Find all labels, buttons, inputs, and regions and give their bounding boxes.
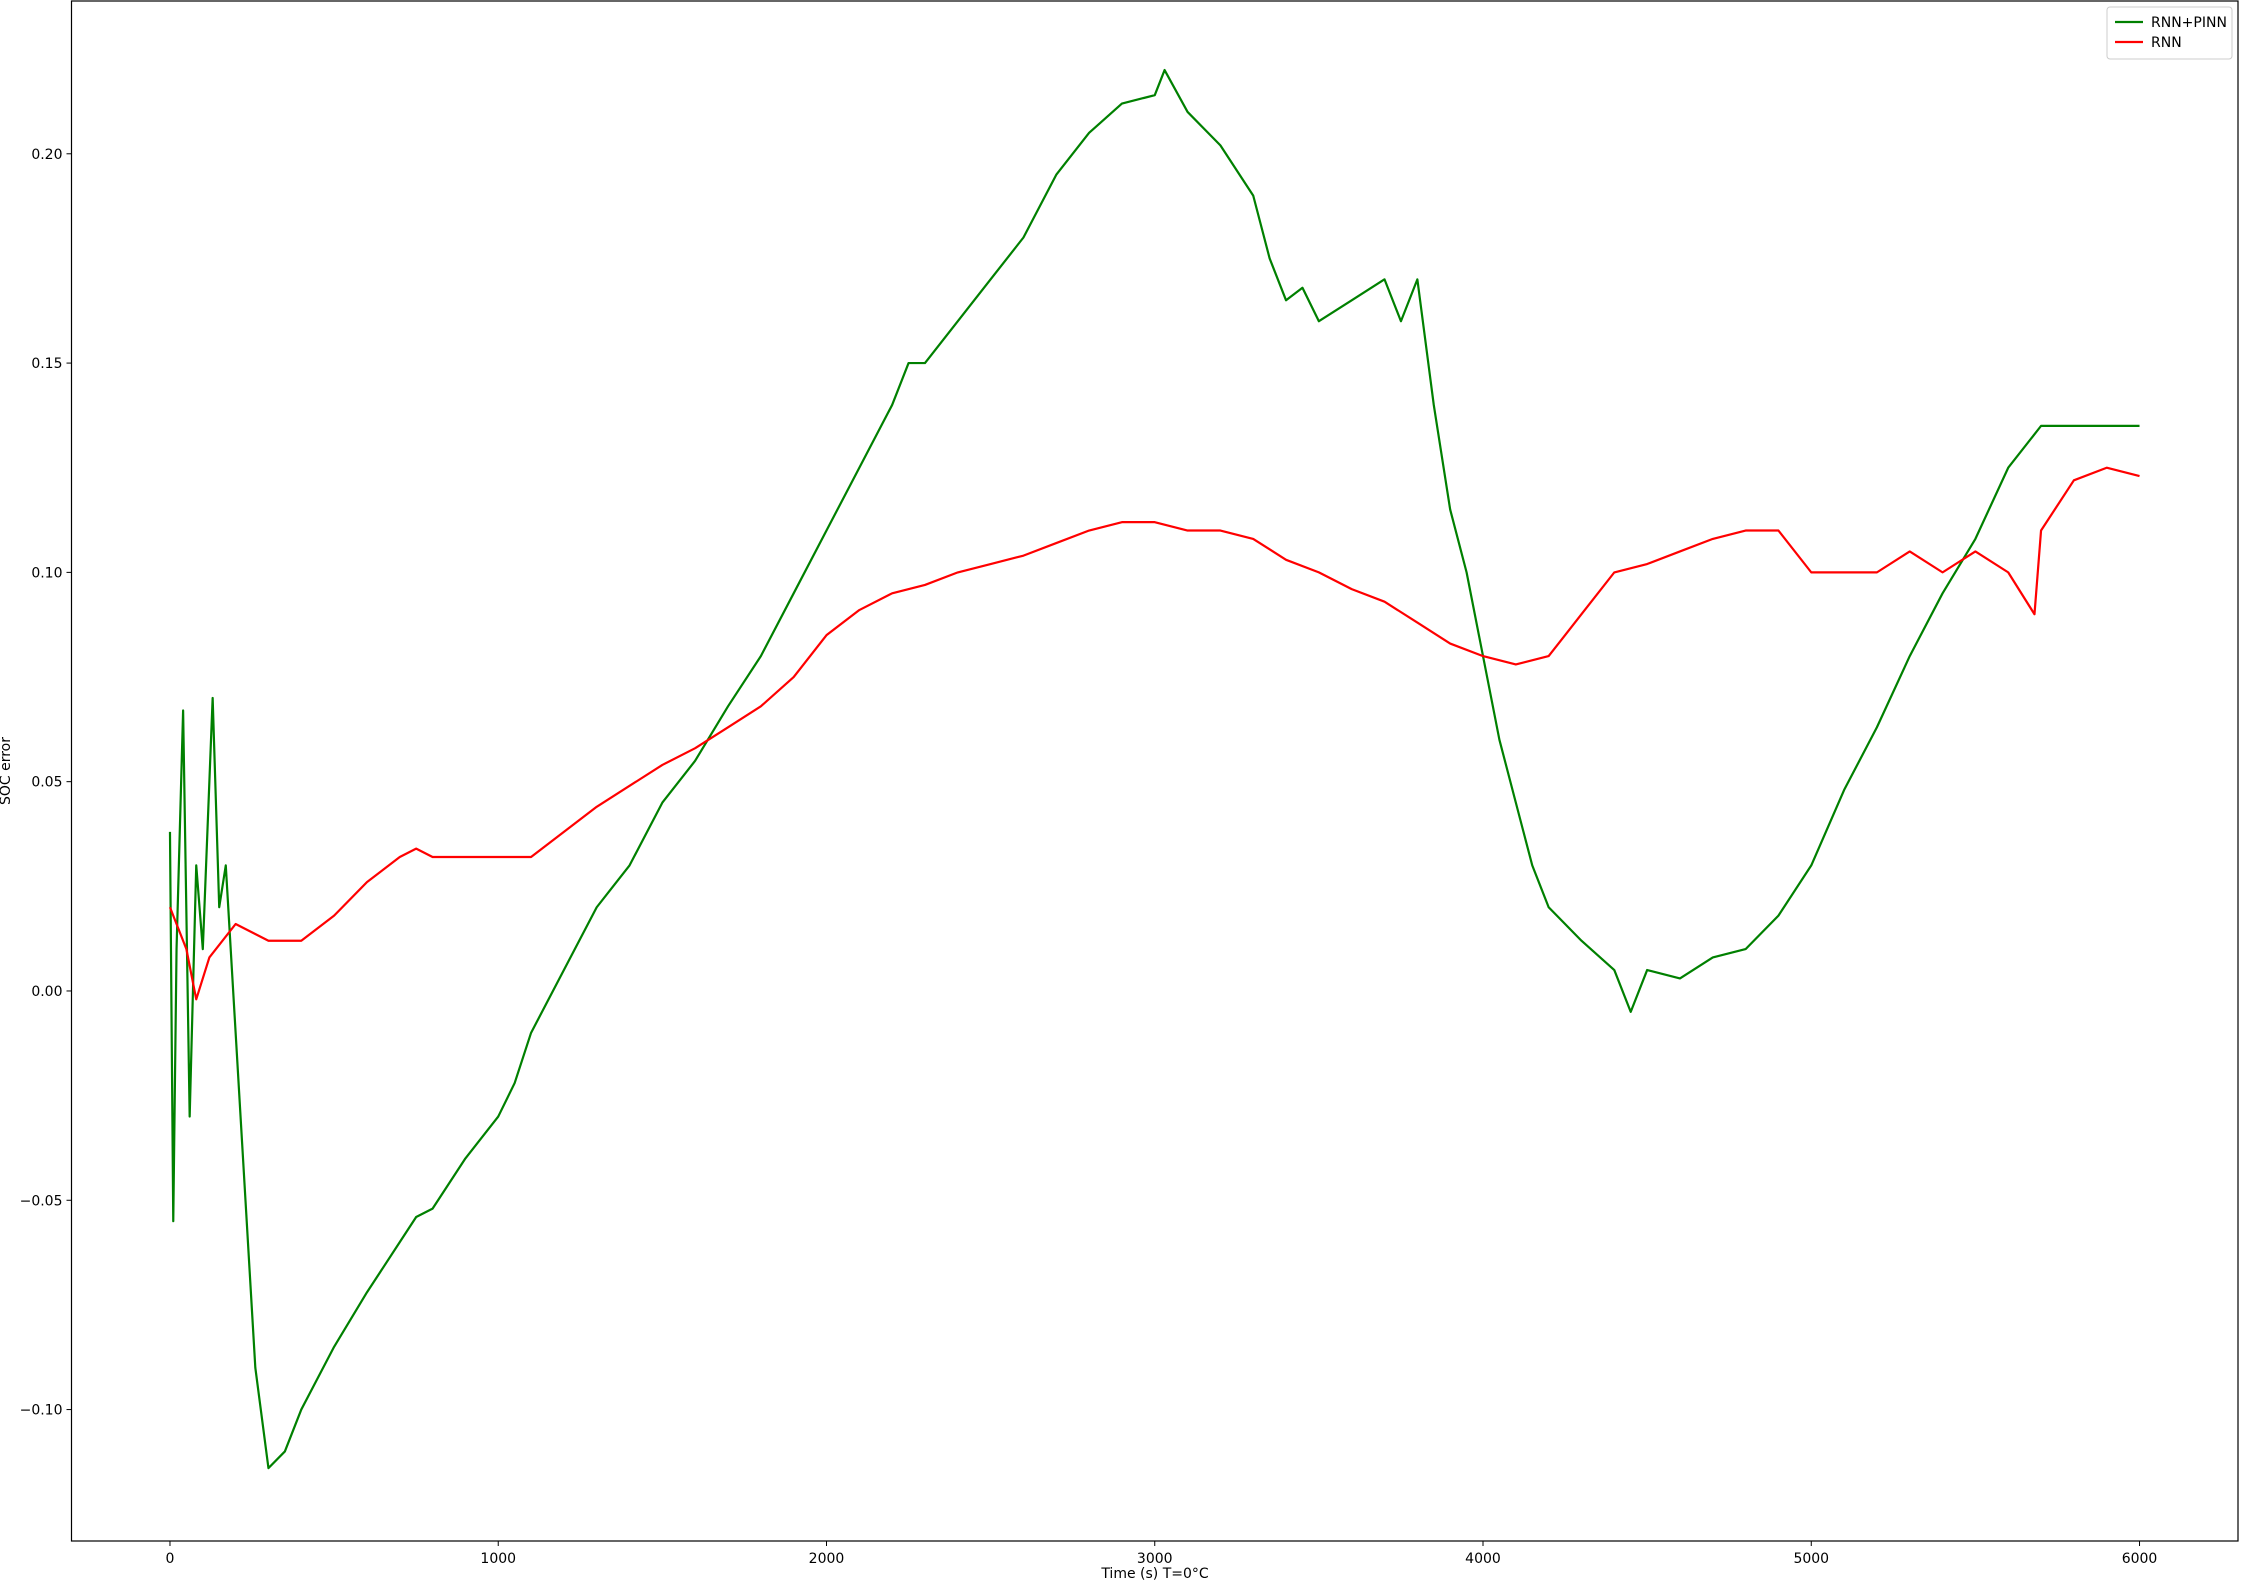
y-tick-label: −0.10: [20, 1403, 63, 1419]
y-tick-label: 0.00: [31, 984, 62, 1000]
axes-frame: [70, 0, 2239, 1542]
legend-label: RNN: [2151, 35, 2182, 51]
legend-label: RNN+PINN: [2151, 15, 2227, 31]
x-tick-label: 1000: [480, 1551, 516, 1567]
x-tick-label: 0: [166, 1551, 175, 1567]
x-tick-label: 2000: [809, 1551, 845, 1567]
x-axis-label: Time (s) T=0°C: [1100, 1566, 1209, 1582]
x-tick-label: 3000: [1137, 1551, 1173, 1567]
legend-box: [2106, 6, 2233, 60]
y-tick-label: 0.05: [31, 775, 62, 791]
x-tick-label: 4000: [1465, 1551, 1501, 1567]
y-axis-label: SOC error: [0, 737, 14, 805]
x-tick-label: 5000: [1793, 1551, 1829, 1567]
y-tick-label: −0.05: [20, 1193, 63, 1209]
x-tick-label: 6000: [2122, 1551, 2158, 1567]
legend: RNN+PINN RNN: [2106, 6, 2233, 60]
line-series: [168, 466, 2140, 1001]
line-series: [168, 68, 2140, 1470]
y-tick-label: 0.20: [31, 147, 62, 163]
y-tick-label: 0.10: [31, 565, 62, 581]
y-tick-label: 0.15: [31, 356, 62, 372]
